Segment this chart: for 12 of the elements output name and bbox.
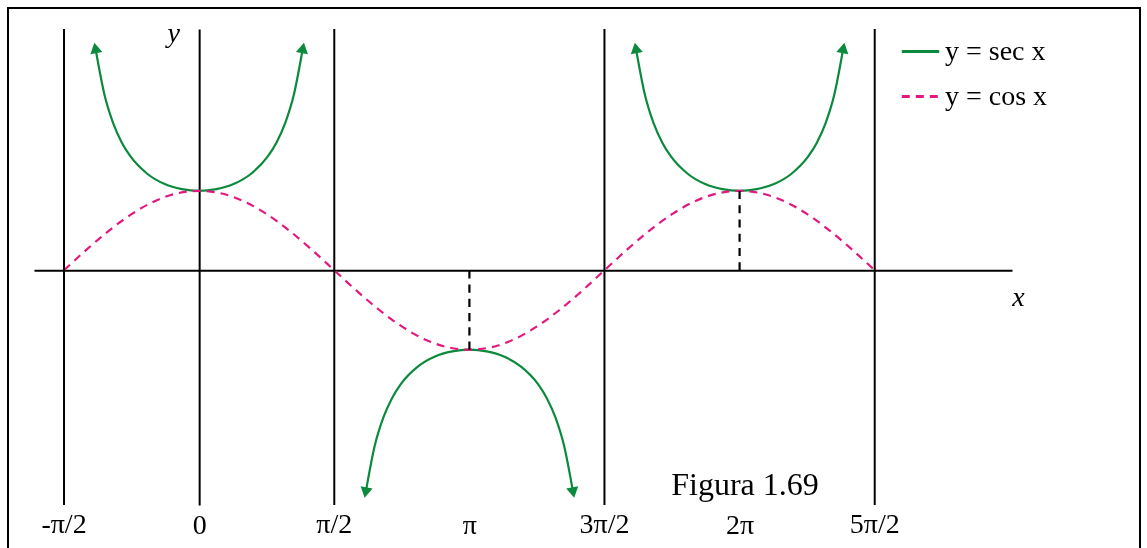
ref-line-label: 3π/2 (579, 508, 630, 539)
x-tick-label: π (462, 508, 477, 540)
ref-line-label: π/2 (316, 508, 353, 539)
x-axis-title: x (1011, 280, 1026, 312)
x-tick-label: 0 (192, 508, 207, 540)
ref-line-label: 5π/2 (849, 508, 900, 539)
annotation: Figura 1.69 (671, 466, 819, 502)
legend-label: y = cos x (945, 79, 1048, 111)
legend-label: y = sec x (945, 34, 1046, 66)
y-axis-title: y (164, 16, 181, 48)
x-tick-label: 2π (726, 508, 755, 540)
ref-line-label: -π/2 (41, 508, 87, 539)
